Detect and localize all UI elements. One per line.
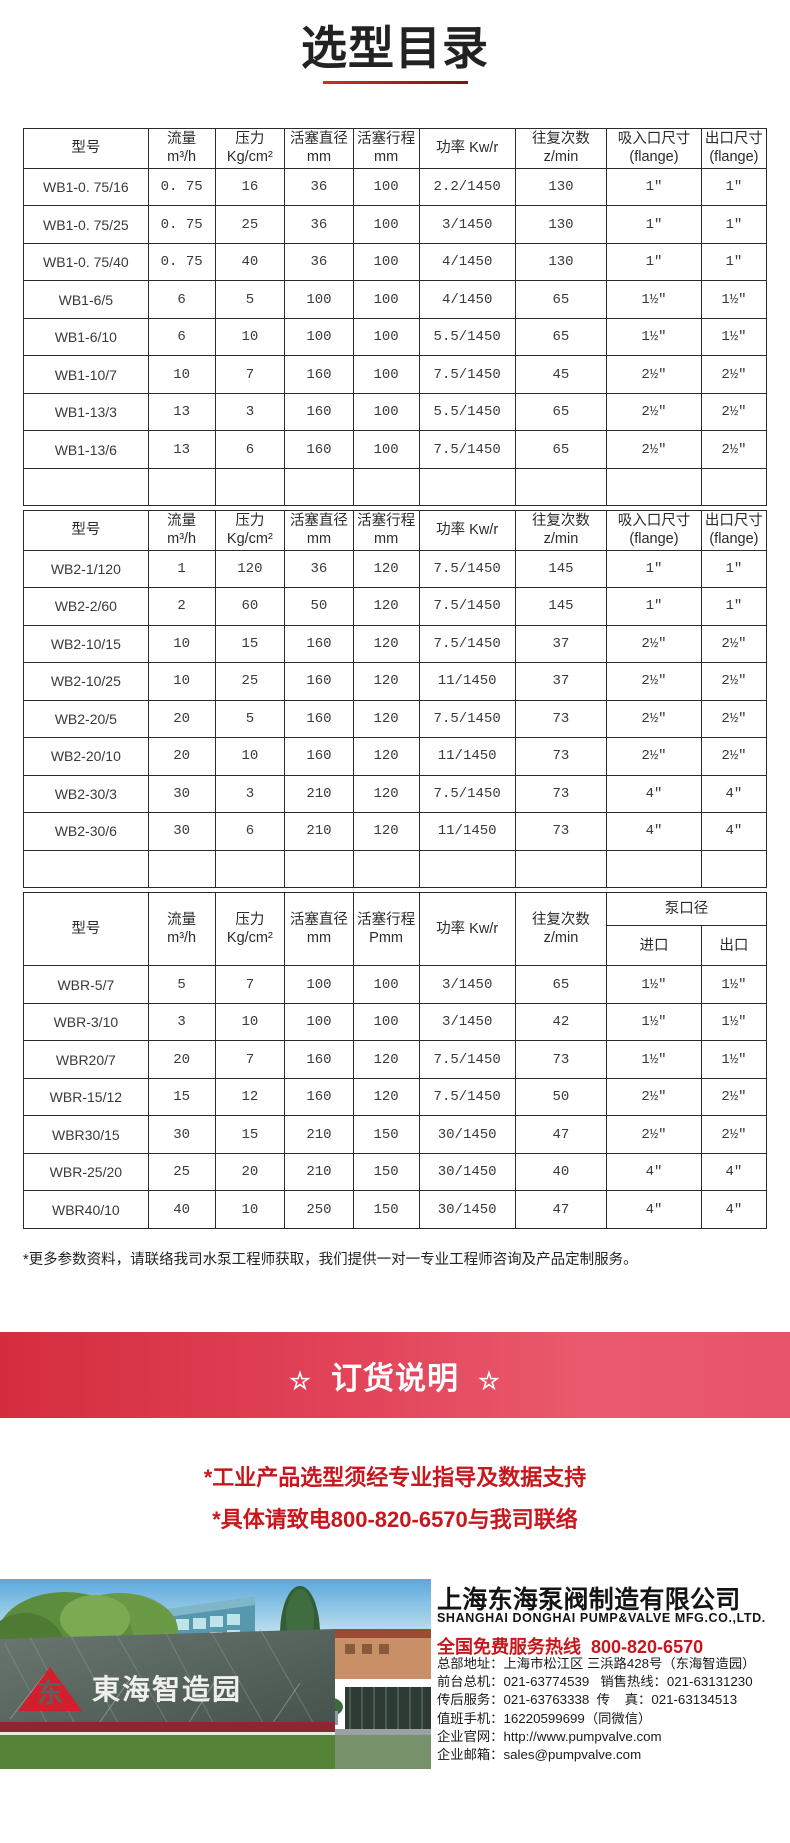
svg-text:東海智造园: 東海智造园 [92,1674,242,1705]
svg-text:东: 东 [37,1678,63,1708]
